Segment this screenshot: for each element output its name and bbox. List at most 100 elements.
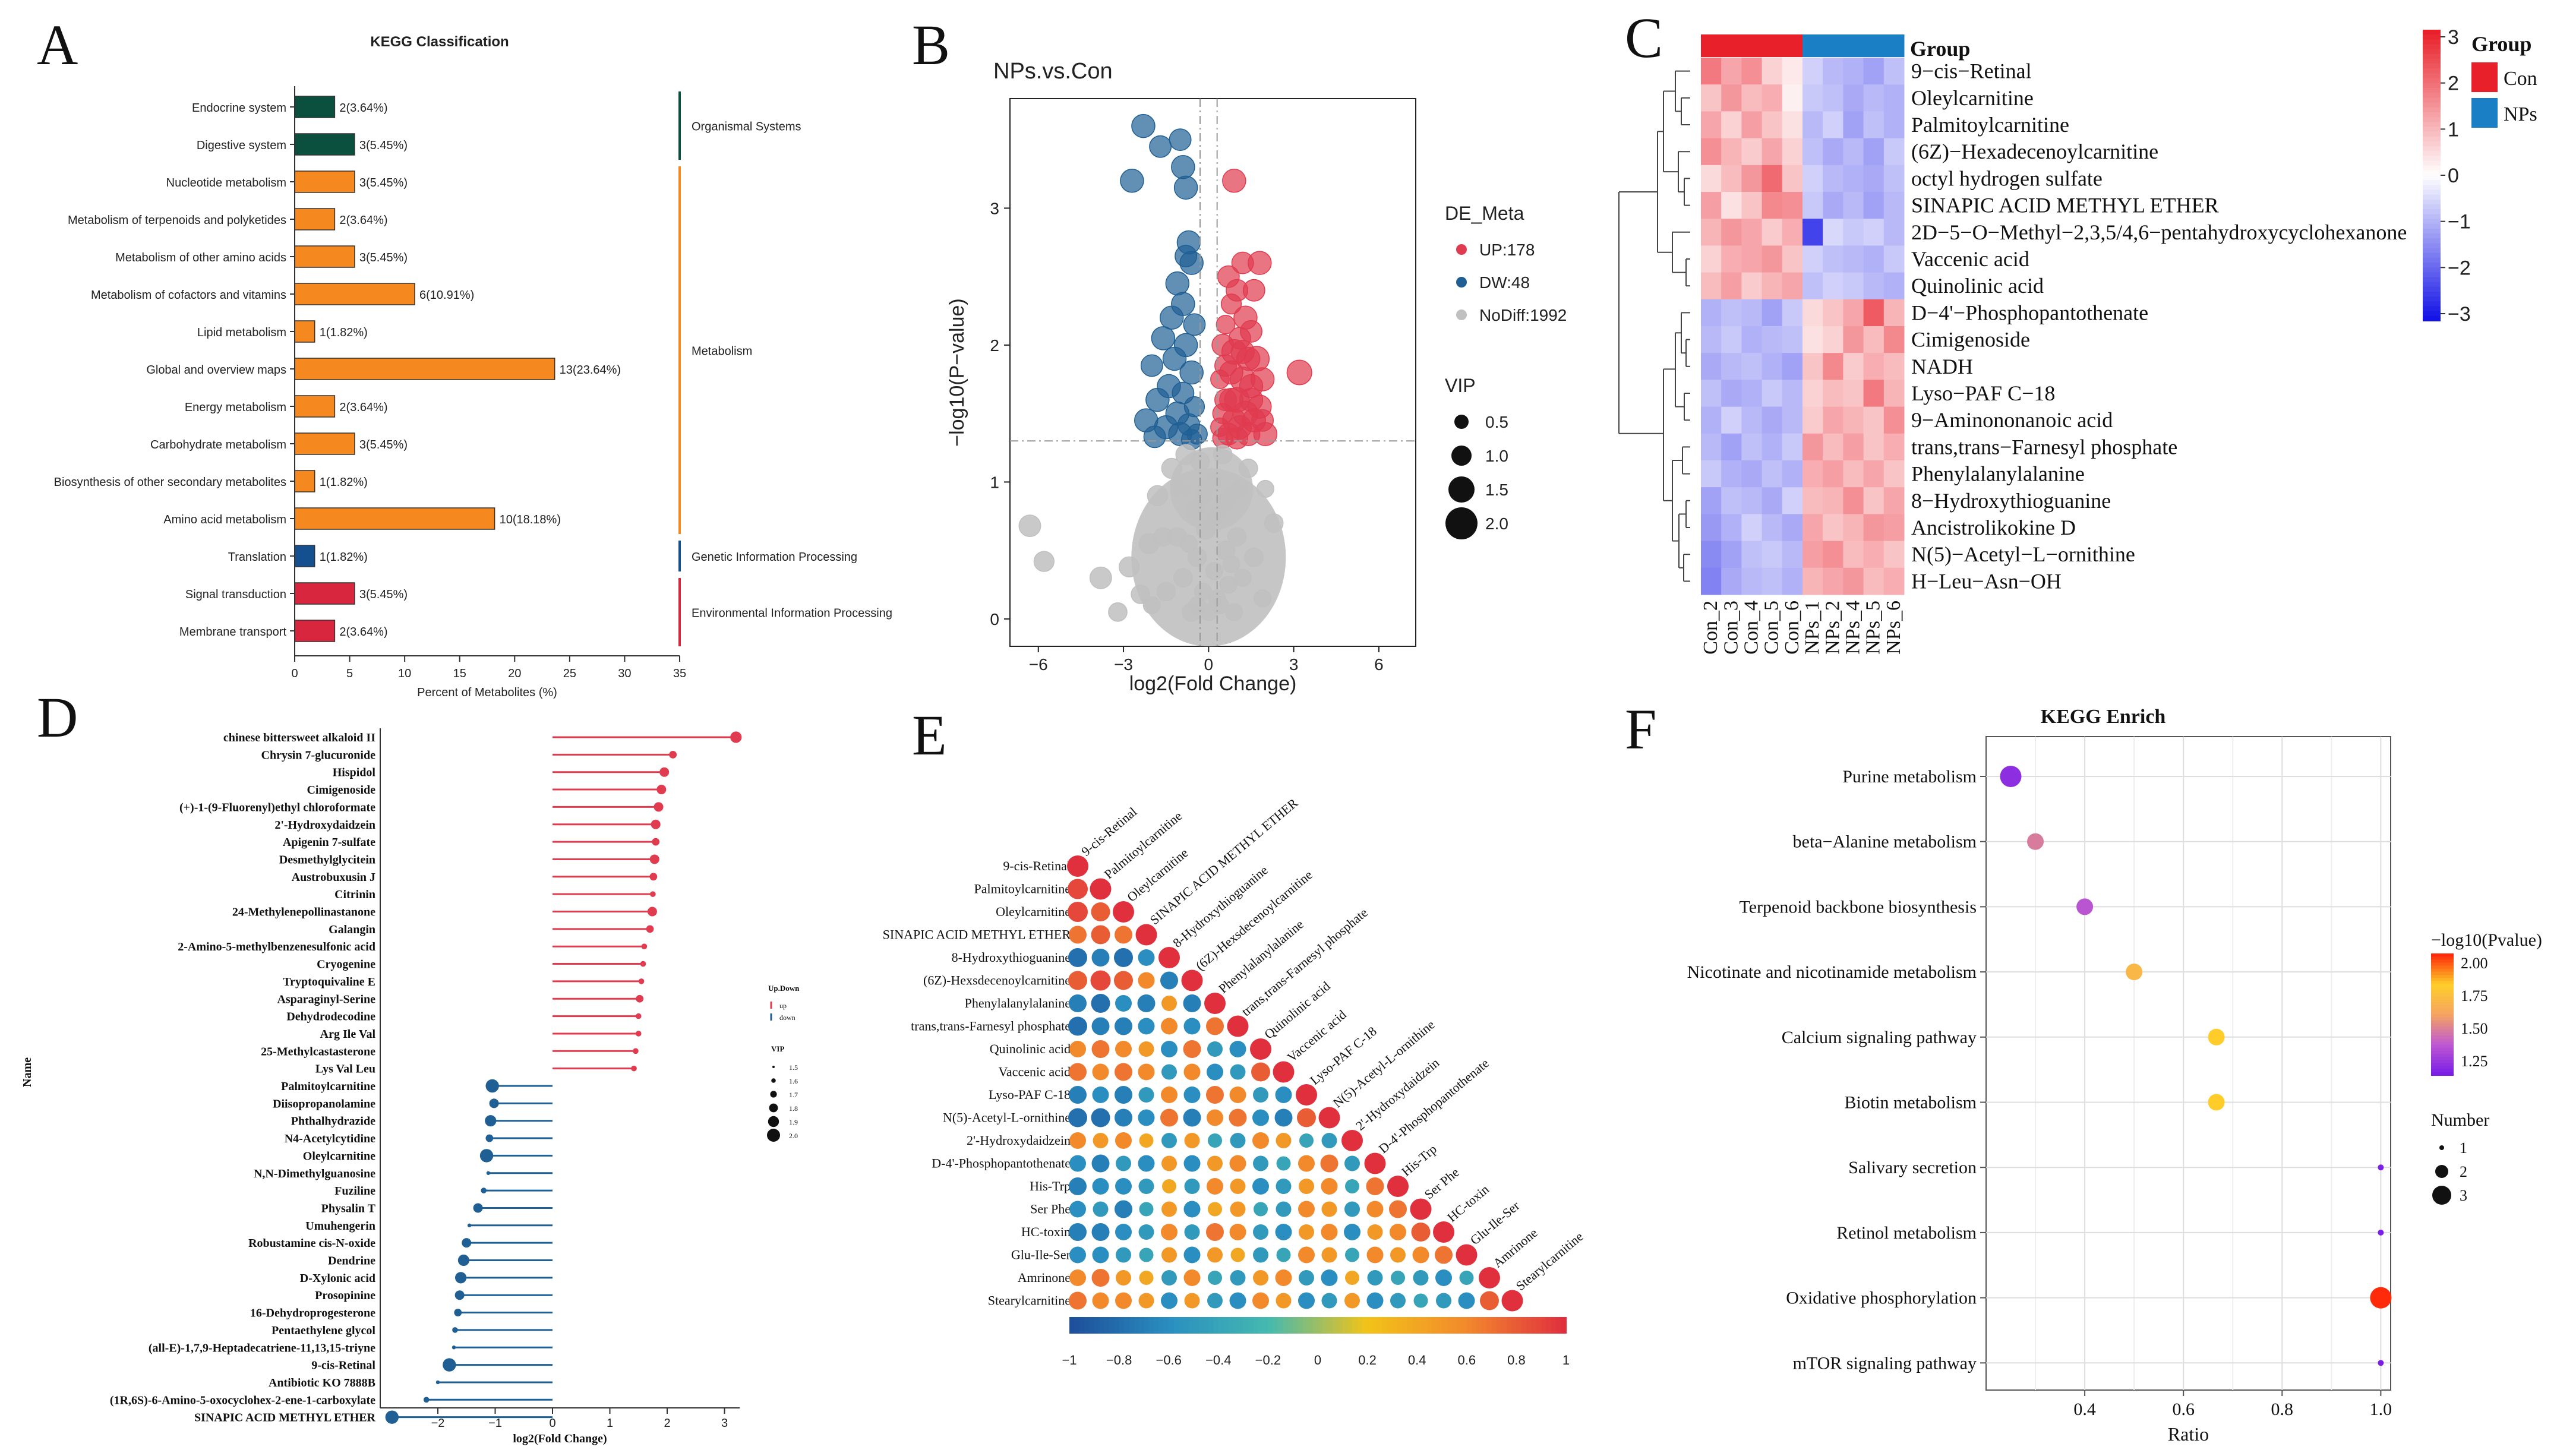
correlation-cell [1207,1178,1223,1195]
heatmap-cell [1863,192,1884,219]
heatmap-cell [1721,567,1742,595]
color-legend-segment [2431,1029,2454,1034]
matrix-diagonal-label: 2'-Hydroxydaidzein [1353,1055,1442,1133]
correlation-cell [1229,1108,1247,1127]
heatmap-cell [1741,299,1763,327]
correlation-cell [1391,1271,1405,1285]
heatmap-cell [1883,111,1905,139]
correlation-cell [1276,1247,1291,1262]
color-scale-segment [2423,151,2441,157]
colorbar-segment [1084,1317,1090,1334]
heatmap-cell [1741,460,1763,488]
heatmap-cell [1883,433,1905,461]
correlation-cell [1183,1063,1201,1081]
nodiff-point [1230,479,1249,498]
color-scale-segment [2423,185,2441,191]
heatmap-cell [1741,406,1763,434]
bar-data-label: 2(3.64%) [339,102,387,115]
category-label: Global and overview maps [146,364,286,377]
colorbar-segment [1347,1317,1353,1334]
heatmap-cell [1701,219,1722,246]
correlation-cell [1069,1132,1086,1149]
heatmap-cell [1863,165,1884,192]
correlation-cell [1115,1063,1132,1081]
x-tick-label: 0.8 [2271,1400,2294,1419]
colorbar-segment [1123,1317,1130,1334]
pathway-label: Retinol metabolism [1836,1223,1977,1243]
color-scale-label: 0 [2448,165,2459,187]
correlation-cell [1092,1246,1109,1264]
lollipop-head [650,891,656,897]
correlation-cell [1274,1108,1293,1127]
lollipop-head [423,1397,430,1403]
correlation-cell [1115,1292,1132,1309]
plot-frame [1985,736,2391,1391]
color-scale-label: 2 [2448,72,2459,95]
correlation-cell [1091,1223,1110,1241]
row-label: Phenylalanylalanine [1911,462,2085,486]
colorbar-segment [1387,1317,1393,1334]
correlation-cell [1341,1130,1363,1151]
metabolite-label: Arg Ile Val [320,1028,376,1041]
correlation-cell [1345,1179,1359,1193]
vip-legend-label: 1.6 [789,1077,798,1085]
correlation-cell [1252,1292,1269,1309]
correlation-cell [1299,1179,1314,1194]
heatmap-cell [1741,111,1763,139]
heatmap-cell [1802,433,1823,461]
panel-letter-e: E [912,703,947,767]
panel-f-kegg-enrich: KEGG Enrich 0.4 0.6 0.8 1.0 Ratio Purine metab… [1687,706,2542,1445]
heatmap-cell [1782,567,1803,595]
heatmap-cell [1863,84,1884,112]
correlation-cell [1091,925,1110,945]
vip-legend-swatch [772,1066,775,1068]
group-legend-label: Con [2504,68,2537,90]
correlation-cell [1183,1246,1201,1264]
correlation-cell [1230,1247,1245,1262]
correlation-cell [1091,1154,1110,1173]
colorbar-segment [1312,1317,1318,1334]
vip-legend-label: 1.5 [789,1063,798,1072]
heatmap-cell [1843,541,1864,568]
size-legend-title: Number [2431,1110,2489,1130]
legend-label: DW:48 [1479,273,1530,292]
colorbar-tick-label: 1 [1562,1353,1570,1367]
color-scale-segment [2423,277,2441,283]
vip-legend-label: 1.8 [789,1104,798,1113]
colorbar-segment [1293,1317,1299,1334]
colorbar-segment [1169,1317,1175,1334]
correlation-cell [1160,971,1178,990]
vip-legend-title: VIP [771,1044,784,1053]
heatmap-cell [1883,406,1905,434]
heatmap-cell [1843,487,1864,514]
nodiff-point [1222,555,1240,573]
correlation-cell [1161,1018,1178,1035]
color-legend-segment [2431,1057,2454,1061]
heatmap-cell [1762,219,1783,246]
heatmap-cell [1843,84,1864,112]
legend-title: DE_Meta [1445,203,1524,224]
down-point [1171,155,1195,179]
color-legend-segment [2431,1032,2454,1037]
heatmap-cell [1782,138,1803,166]
heatmap-cell [1843,406,1864,434]
colorbar-segment [1074,1317,1080,1334]
color-scale-segment [2423,180,2441,186]
enrichment-point [2208,1094,2225,1111]
correlation-cell [1116,1155,1131,1171]
correlation-cell [1161,996,1177,1011]
colorbar-segment [1322,1317,1328,1334]
matrix-row-label: Oleylcarnitine [996,904,1071,919]
x-tick-label: 30 [618,667,631,680]
size-legend-label: 1 [2460,1139,2467,1157]
correlation-cell [1138,1155,1155,1172]
correlation-cell [1069,1155,1086,1172]
size-legend-swatch [2439,1145,2444,1150]
pathway-label: Oxidative phosphorylation [1786,1288,1977,1308]
nodiff-point [1170,479,1190,499]
nodiff-point [1238,459,1258,478]
correlation-cell [1344,1293,1360,1309]
bar [294,395,336,418]
correlation-cell [1135,924,1157,946]
